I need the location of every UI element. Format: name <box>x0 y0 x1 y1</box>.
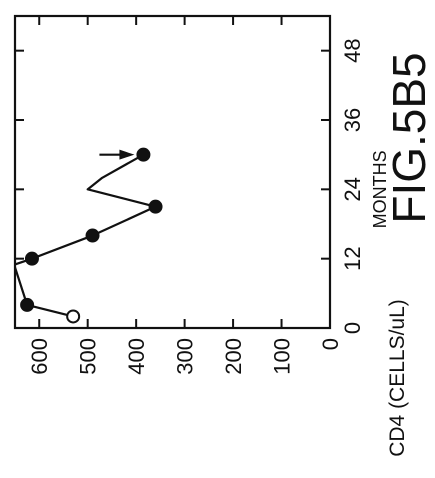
y-axis-ticks: 0 100 200 300 400 500 600 <box>27 16 343 375</box>
filled-marker <box>148 199 163 214</box>
y-tick-label: 600 <box>27 338 52 375</box>
figure-label: FIG.5B5 <box>383 52 435 223</box>
y-tick-label: 500 <box>76 338 101 375</box>
x-axis-label: MONTHS <box>370 150 390 228</box>
y-tick-label: 200 <box>221 338 246 375</box>
plot-frame <box>13 14 332 330</box>
series-line-2 <box>15 153 157 266</box>
series-layer <box>15 153 157 318</box>
x-tick-label: 48 <box>340 38 365 62</box>
y-axis-label: CD4 (CELLS/uL) <box>386 299 409 457</box>
y-tick-label: 100 <box>270 338 295 375</box>
y-tick-label: 400 <box>124 338 149 375</box>
x-tick-label: 36 <box>340 108 365 132</box>
x-tick-label: 0 <box>340 322 365 334</box>
filled-marker <box>24 251 39 266</box>
open-marker <box>66 309 81 324</box>
arrow-head <box>119 149 135 160</box>
filled-marker <box>85 228 100 243</box>
x-tick-label: 24 <box>340 177 365 201</box>
x-tick-label: 12 <box>340 246 365 270</box>
filled-marker <box>136 147 151 162</box>
y-tick-label: 300 <box>173 338 198 375</box>
annotation-arrow <box>99 149 135 160</box>
x-axis-ticks: 0 12 24 36 48 <box>15 38 365 334</box>
y-tick-label: 0 <box>318 338 343 350</box>
marker-layer <box>20 147 163 324</box>
filled-marker <box>20 297 35 312</box>
